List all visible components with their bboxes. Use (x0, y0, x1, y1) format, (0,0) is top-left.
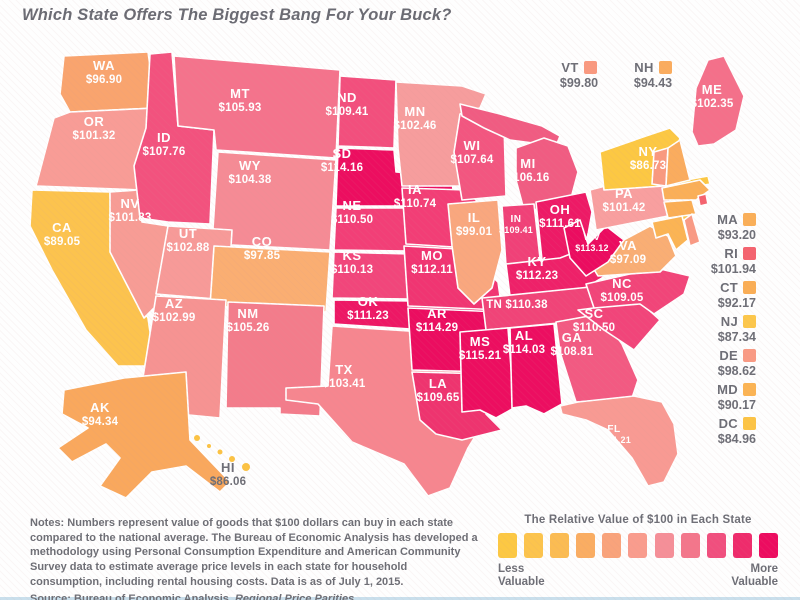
legend-swatch-9 (733, 533, 752, 558)
legend-more-label: More Valuable (716, 563, 778, 589)
callout-abbr-MD: MD (717, 382, 738, 397)
callout-abbr-CT: CT (720, 280, 738, 295)
legend-swatch-10 (759, 533, 778, 558)
callout-value-VT: $99.80 (550, 76, 608, 90)
callout-value-NJ: $87.34 (718, 330, 756, 344)
callout-value-MD: $90.17 (717, 398, 756, 412)
legend-title: The Relative Value of $100 in Each State (498, 514, 778, 526)
legend-swatch-8 (707, 533, 726, 558)
callout-top-vt-nh: VT$99.80 NH$94.43 (550, 60, 682, 90)
legend-swatch-4 (602, 533, 621, 558)
callout-abbr-RI: RI (724, 246, 738, 261)
callout-CT: CT$92.17 (718, 280, 756, 310)
legend-less-label: Less Valuable (498, 563, 560, 589)
callout-VT: VT$99.80 (550, 60, 608, 90)
callout-swatch-MD (743, 383, 756, 396)
us-choropleth-map: WA$96.90OR$101.32CA$89.05NV$101.83ID$107… (0, 0, 800, 600)
callout-DE: DE$98.62 (718, 348, 756, 378)
callout-NJ: NJ$87.34 (718, 314, 756, 344)
page-title: Which State Offers The Biggest Bang For … (22, 6, 452, 25)
callout-swatch-VT (584, 61, 597, 74)
callout-value-MA: $93.20 (717, 228, 756, 242)
legend-labels: Less Valuable More Valuable (498, 563, 778, 589)
callout-abbr-NH: NH (634, 60, 653, 75)
callout-swatch-RI (743, 247, 756, 260)
callout-swatch-MA (743, 213, 756, 226)
legend-swatch-6 (655, 533, 674, 558)
legend-swatch-row (498, 533, 778, 558)
source-line: Source: Bureau of Economic Analysis, Reg… (30, 592, 482, 600)
callout-value-RI: $101.94 (711, 262, 756, 276)
color-legend: The Relative Value of $100 in Each State… (498, 514, 778, 589)
callout-value-DE: $98.62 (718, 364, 756, 378)
legend-swatch-2 (550, 533, 569, 558)
state-NH (666, 140, 690, 186)
legend-swatch-5 (628, 533, 647, 558)
callout-abbr-VT: VT (561, 60, 578, 75)
callout-MD: MD$90.17 (717, 382, 756, 412)
callout-value-DC: $84.96 (718, 432, 756, 446)
source-title: Regional Price Parities. (235, 593, 357, 600)
notes-text: Notes: Numbers represent value of goods … (30, 516, 482, 589)
callout-swatch-DE (743, 349, 756, 362)
callout-swatch-DC (743, 417, 756, 430)
callout-MA: MA$93.20 (717, 212, 756, 242)
callout-abbr-NJ: NJ (721, 314, 738, 329)
callout-NH: NH$94.43 (624, 60, 682, 90)
legend-swatch-3 (576, 533, 595, 558)
callout-value-CT: $92.17 (718, 296, 756, 310)
callout-abbr-MA: MA (717, 212, 738, 227)
legend-swatch-0 (498, 533, 517, 558)
callout-right-northeast: MA$93.20 RI$101.94 CT$92.17 NJ$87.34 DE$98.6… (711, 212, 756, 446)
callout-value-NH: $94.43 (624, 76, 682, 90)
state-RI (698, 194, 708, 206)
callout-swatch-NJ (743, 315, 756, 328)
callout-RI: RI$101.94 (711, 246, 756, 276)
callout-swatch-NH (659, 61, 672, 74)
callout-abbr-DE: DE (719, 348, 738, 363)
callout-swatch-CT (743, 281, 756, 294)
notes-block: Notes: Numbers represent value of goods … (30, 516, 482, 600)
state-label-TN: TN $110.38 (486, 299, 548, 311)
callout-DC: DC$84.96 (718, 416, 756, 446)
legend-swatch-1 (524, 533, 543, 558)
callout-abbr-DC: DC (719, 416, 738, 431)
infographic-page: Which State Offers The Biggest Bang For … (0, 0, 800, 600)
source-prefix: Source: Bureau of Economic Analysis, (30, 593, 235, 600)
legend-swatch-7 (681, 533, 700, 558)
